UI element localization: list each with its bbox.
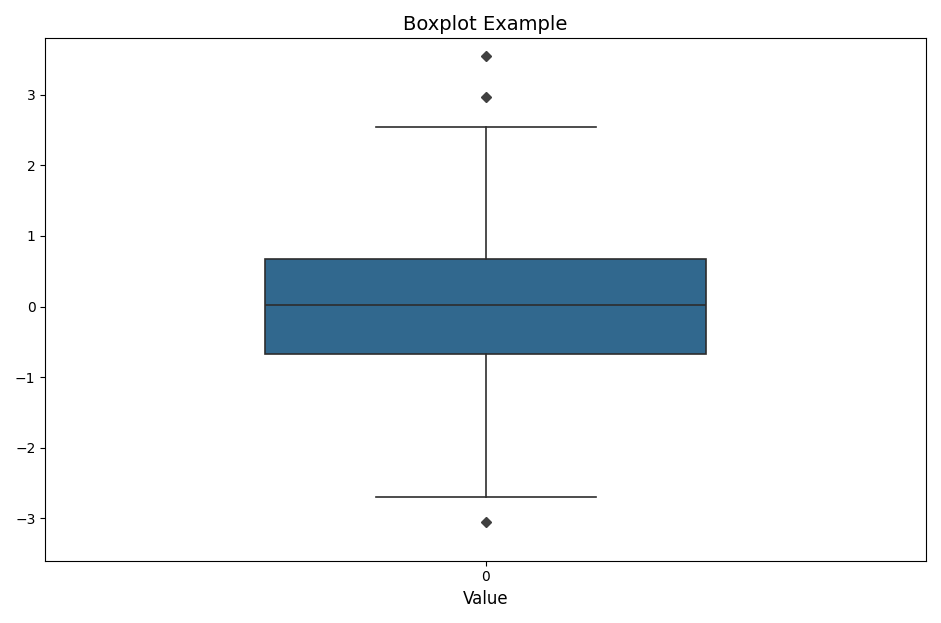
- X-axis label: Value: Value: [463, 590, 508, 608]
- PathPatch shape: [265, 259, 706, 354]
- Title: Boxplot Example: Boxplot Example: [404, 15, 567, 34]
